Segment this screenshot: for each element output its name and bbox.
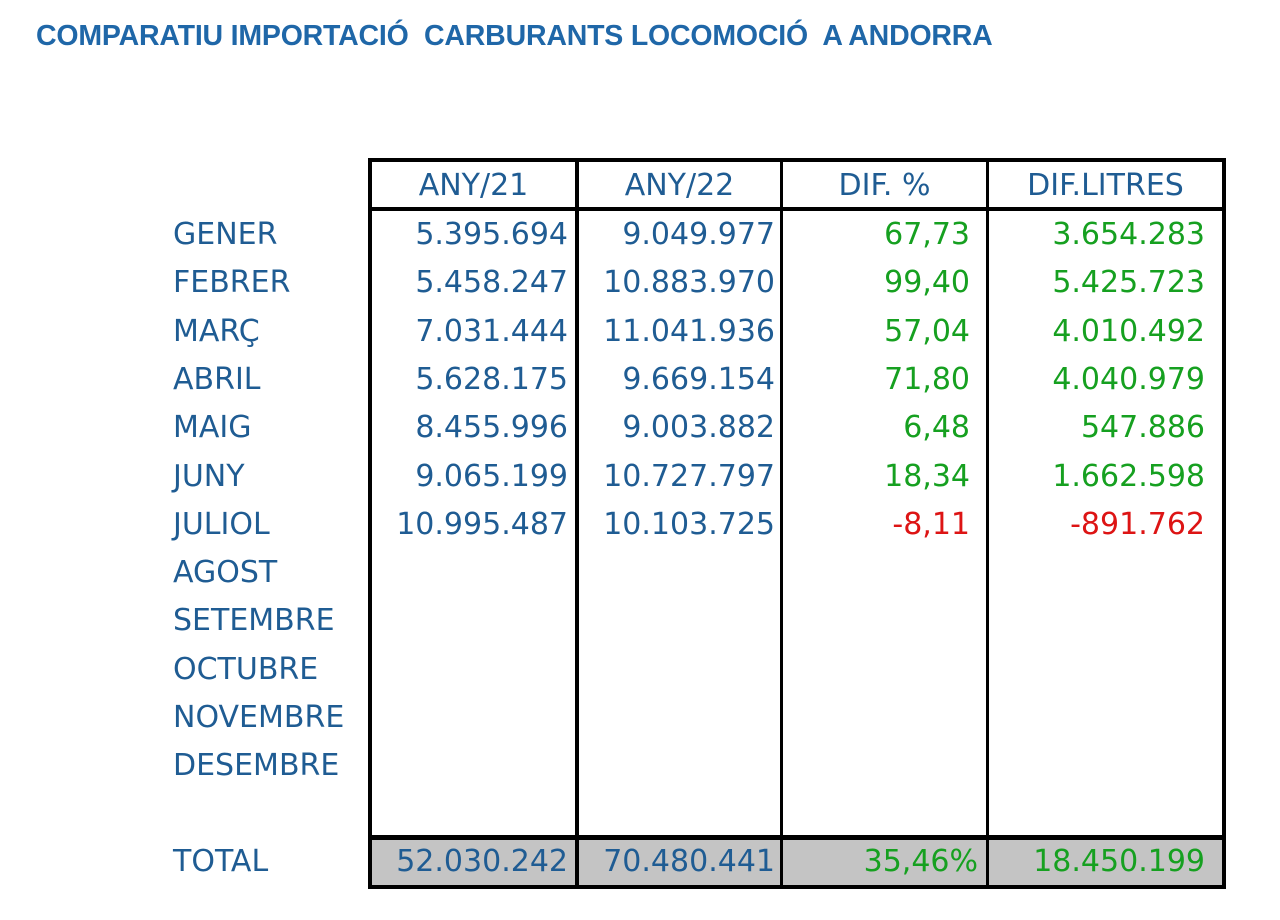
total-dif-litres: 18.450.199 [1033,844,1205,879]
data-table-frame [368,158,1226,889]
month-label: OCTUBRE [173,651,319,687]
total-row-background [372,840,1222,885]
column-header-dif-pct: DIF. % [838,168,931,203]
month-label: GENER [173,217,278,252]
total-divider [368,835,1226,840]
cell-dif-pct: 71,80 [884,361,970,397]
month-label: SETEMBRE [173,603,335,639]
cell-dif-litres: 1.662.598 [1052,458,1205,494]
cell-any22: 10.103.725 [603,506,775,542]
cell-any21: 5.395.694 [415,217,568,252]
month-label: MAIG [173,410,252,446]
column-divider-3 [986,158,989,889]
cell-any22: 9.669.154 [622,361,775,397]
month-label: JULIOL [173,506,270,542]
cell-any21: 7.031.444 [415,313,568,349]
cell-dif-litres: 4.010.492 [1052,313,1205,349]
column-header-dif-litres: DIF.LITRES [1027,168,1184,203]
header-divider [368,207,1226,211]
month-label: FEBRER [173,265,291,301]
cell-any22: 10.883.970 [603,265,775,301]
month-label: MARÇ [173,313,260,349]
cell-dif-pct: 6,48 [903,410,970,446]
total-any21: 52.030.242 [396,844,568,879]
month-label: AGOST [173,555,278,591]
page-title: COMPARATIU IMPORTACIÓ CARBURANTS LOCOMOC… [36,20,993,52]
cell-any22: 9.003.882 [622,410,775,446]
cell-any21: 5.458.247 [415,265,568,301]
cell-any22: 10.727.797 [603,458,775,494]
cell-dif-litres: 4.040.979 [1052,361,1205,397]
total-dif-pct: 35,46% [863,844,978,879]
cell-any22: 9.049.977 [622,217,775,252]
cell-any21: 8.455.996 [415,410,568,446]
cell-any22: 11.041.936 [603,313,775,349]
month-label: DESEMBRE [173,748,340,784]
cell-dif-pct: 57,04 [884,313,970,349]
column-header-any22: ANY/22 [624,168,735,203]
cell-dif-litres: 3.654.283 [1052,217,1205,252]
cell-dif-pct: 99,40 [884,265,970,301]
cell-dif-pct: 67,73 [884,217,970,252]
cell-dif-litres: 547.886 [1080,410,1205,446]
cell-any21: 9.065.199 [415,458,568,494]
total-any22: 70.480.441 [603,844,775,879]
cell-dif-pct: -8,11 [892,506,970,542]
cell-dif-litres: -891.762 [1070,506,1205,542]
cell-any21: 10.995.487 [396,506,568,542]
total-label: TOTAL [173,844,269,879]
month-label: JUNY [173,458,245,494]
cell-dif-pct: 18,34 [884,458,970,494]
month-label: NOVEMBRE [173,700,345,735]
column-divider-2 [780,158,783,889]
month-label: ABRIL [173,361,261,397]
column-divider-1 [575,158,579,889]
cell-any21: 5.628.175 [415,361,568,397]
column-header-any21: ANY/21 [418,168,529,203]
cell-dif-litres: 5.425.723 [1052,265,1205,301]
